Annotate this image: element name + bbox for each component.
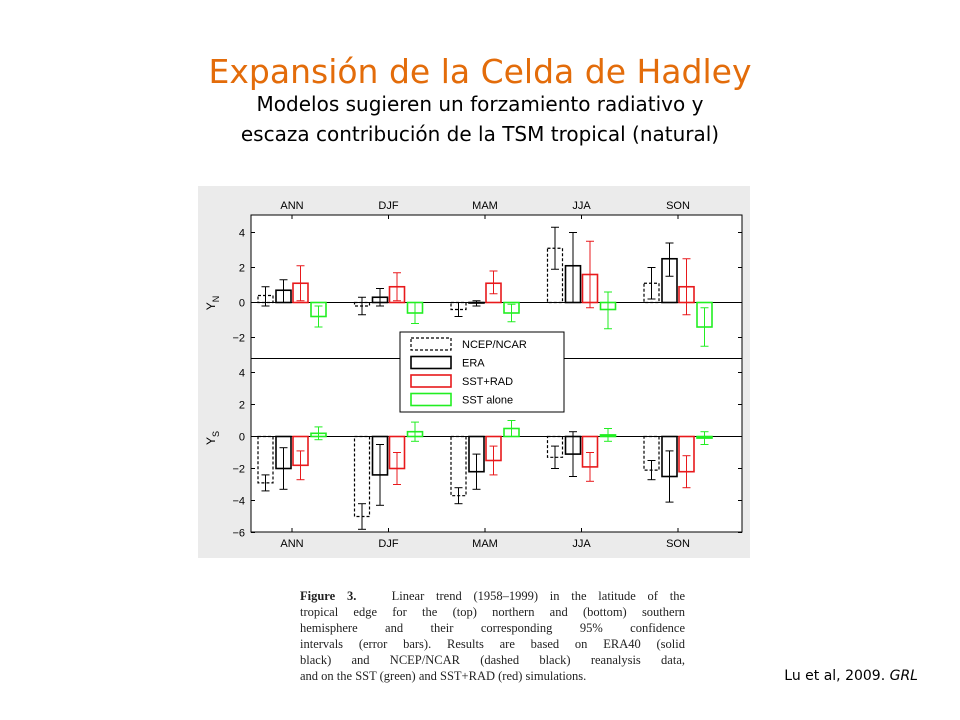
bottom-bar	[257, 435, 274, 484]
top-y-tick-label: 2	[239, 263, 245, 275]
caption-line-1: Linear trend (1958–1999) in the latitude…	[391, 589, 686, 603]
top-y-tick-label: −2	[232, 333, 245, 345]
legend-label: SST+RAD	[462, 376, 513, 388]
bottom-y-axis-label-sub: S	[211, 431, 221, 437]
legend-box	[399, 331, 565, 413]
bottom-category-label: JJA	[572, 538, 591, 550]
bottom-y-tick-label: −4	[232, 496, 245, 508]
top-y-tick-label: 0	[239, 298, 245, 310]
legend-swatch	[410, 392, 452, 407]
citation-journal: GRL	[889, 668, 918, 684]
bottom-category-label: SON	[666, 538, 690, 550]
caption-line-6: and on the SST (green) and SST+RAD (red)…	[300, 669, 587, 683]
top-y-axis-label-sub: N	[211, 296, 221, 303]
legend-label: NCEP/NCAR	[462, 339, 527, 351]
legend-label: ERA	[462, 358, 485, 370]
top-y-tick-label: 4	[239, 228, 245, 240]
caption-line-3: hemisphere and their corresponding 95% c…	[300, 621, 685, 635]
bottom-y-tick-label: 2	[239, 400, 245, 412]
caption-line-5: black) and NCEP/NCAR (dashed black) rean…	[300, 653, 685, 667]
top-category-label: SON	[666, 200, 690, 212]
slide-title: Expansión de la Celda de Hadley	[208, 52, 752, 91]
bottom-bar	[546, 435, 564, 458]
legend-swatch	[410, 374, 452, 388]
caption-line-4: intervals (error bars). Results are base…	[300, 637, 685, 651]
figure-caption: Figure 3. Linear trend (1958–1999) in th…	[300, 588, 685, 684]
slide-subtitle-line-1: Modelos sugieren un forzamiento radiativ…	[256, 92, 704, 116]
legend-swatch	[410, 337, 452, 351]
bottom-y-tick-label: −2	[232, 464, 245, 476]
slide-subtitle-line-2: escaza contribución de la TSM tropical (…	[240, 122, 720, 146]
bottom-category-label: MAM	[472, 538, 498, 550]
legend-label: SST alone	[462, 395, 513, 407]
bottom-y-tick-label: 0	[239, 432, 245, 444]
top-category-label: JJA	[572, 200, 591, 212]
bottom-category-label: ANN	[280, 538, 303, 550]
citation: Lu et al, 2009. GRL	[784, 668, 918, 684]
top-category-label: MAM	[472, 200, 498, 212]
legend-swatch	[410, 355, 452, 370]
top-category-label: DJF	[378, 200, 398, 212]
bottom-y-axis-label: YS	[204, 431, 221, 445]
bottom-y-axis-label-main: Y	[204, 437, 218, 445]
top-y-axis-label: YN	[204, 296, 221, 311]
bottom-category-label: DJF	[378, 538, 398, 550]
citation-text: Lu et al, 2009.	[784, 668, 890, 684]
caption-label: Figure 3.	[300, 589, 357, 603]
top-category-label: ANN	[280, 200, 303, 212]
caption-line-2: tropical edge for the (top) northern and…	[300, 605, 685, 619]
top-y-axis-label-main: Y	[204, 302, 218, 310]
bottom-y-tick-label: 4	[239, 368, 245, 380]
bottom-y-tick-label: −6	[232, 528, 245, 540]
